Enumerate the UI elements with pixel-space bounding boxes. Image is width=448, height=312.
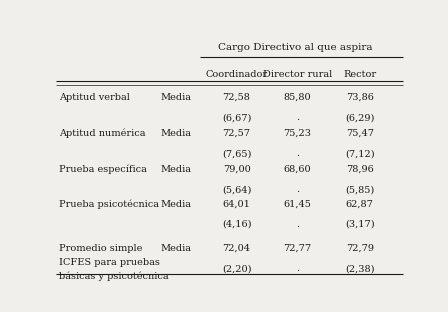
Text: 78,96: 78,96 — [346, 165, 374, 174]
Text: (2,20): (2,20) — [222, 265, 251, 273]
Text: (7,12): (7,12) — [345, 149, 375, 158]
Text: Promedio simple: Promedio simple — [60, 244, 143, 253]
Text: .: . — [296, 149, 299, 158]
Text: 72,57: 72,57 — [223, 129, 250, 138]
Text: Aptitud verbal: Aptitud verbal — [60, 93, 130, 102]
Text: Media: Media — [160, 93, 191, 102]
Text: 72,58: 72,58 — [223, 93, 250, 102]
Text: Rector: Rector — [343, 70, 376, 79]
Text: (6,67): (6,67) — [222, 113, 251, 122]
Text: (3,17): (3,17) — [345, 220, 375, 229]
Text: Aptitud numérica: Aptitud numérica — [60, 129, 146, 138]
Text: 72,04: 72,04 — [223, 244, 250, 253]
Text: 73,86: 73,86 — [346, 93, 374, 102]
Text: 72,79: 72,79 — [346, 244, 374, 253]
Text: Prueba específica: Prueba específica — [60, 165, 147, 174]
Text: .: . — [296, 220, 299, 229]
Text: .: . — [296, 265, 299, 273]
Text: 64,01: 64,01 — [223, 200, 250, 209]
Text: (4,16): (4,16) — [222, 220, 251, 229]
Text: Coordinador: Coordinador — [206, 70, 267, 79]
Text: Prueba psicotécnica: Prueba psicotécnica — [60, 200, 159, 209]
Text: 75,47: 75,47 — [346, 129, 374, 138]
Text: Media: Media — [160, 200, 191, 209]
Text: ICFES para pruebas: ICFES para pruebas — [60, 258, 160, 267]
Text: 79,00: 79,00 — [223, 165, 250, 174]
Text: (5,85): (5,85) — [345, 185, 375, 194]
Text: 85,80: 85,80 — [284, 93, 311, 102]
Text: Media: Media — [160, 165, 191, 174]
Text: Director rural: Director rural — [263, 70, 332, 79]
Text: .: . — [296, 113, 299, 122]
Text: (7,65): (7,65) — [222, 149, 251, 158]
Text: (5,64): (5,64) — [222, 185, 251, 194]
Text: 75,23: 75,23 — [283, 129, 311, 138]
Text: 72,77: 72,77 — [283, 244, 311, 253]
Text: .: . — [296, 185, 299, 194]
Text: Media: Media — [160, 129, 191, 138]
Text: 68,60: 68,60 — [284, 165, 311, 174]
Text: 62,87: 62,87 — [346, 200, 374, 209]
Text: básicas y psicotécnica: básicas y psicotécnica — [60, 272, 169, 281]
Text: 61,45: 61,45 — [284, 200, 311, 209]
Text: Cargo Directivo al que aspira: Cargo Directivo al que aspira — [218, 43, 373, 52]
Text: (6,29): (6,29) — [345, 113, 375, 122]
Text: Media: Media — [160, 244, 191, 253]
Text: (2,38): (2,38) — [345, 265, 375, 273]
